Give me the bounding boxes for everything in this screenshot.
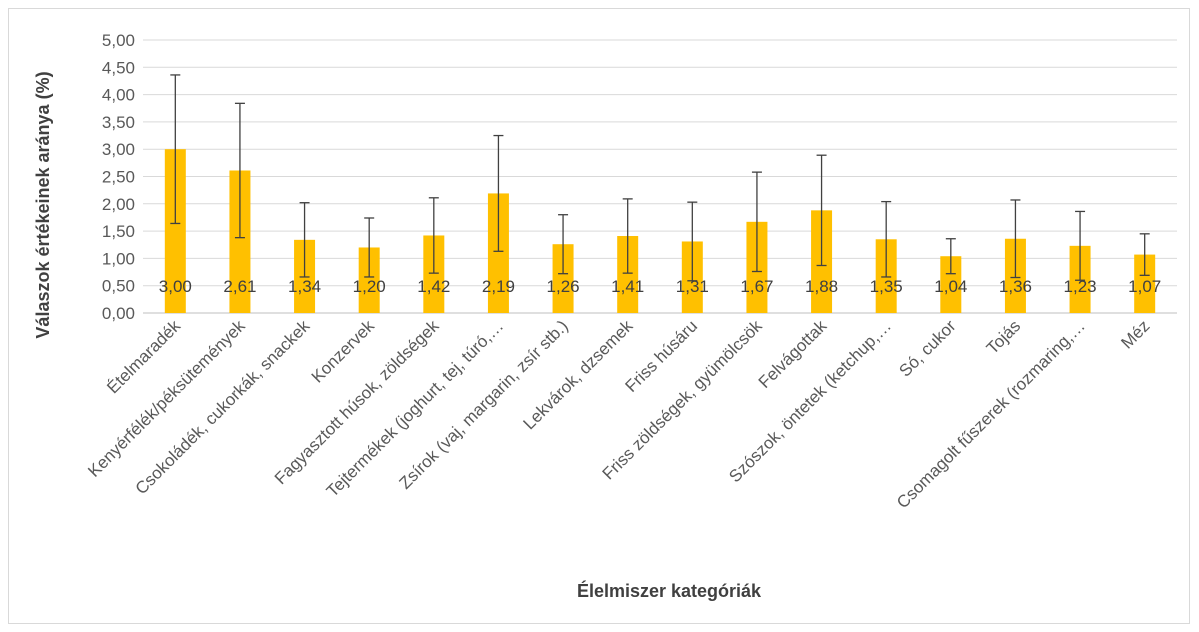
chart-area: 3,00 2,61 1,34 1,20 1,42 2,19 1,26 1,41 1,31 1,67…	[8, 8, 1190, 624]
data-label: 1,26	[547, 277, 580, 296]
data-label: 1,67	[740, 277, 773, 296]
data-label: 1,34	[288, 277, 321, 296]
y-tick-label: 4,50	[102, 58, 135, 77]
data-label: 1,35	[870, 277, 903, 296]
y-tick-label: 0,00	[102, 304, 135, 323]
bar	[487, 193, 509, 313]
y-tick-label: 2,00	[102, 195, 135, 214]
data-label: 1,23	[1064, 277, 1097, 296]
data-label: 1,04	[934, 277, 967, 296]
y-tick-label: 2,50	[102, 168, 135, 187]
x-category-label: Tojás	[983, 316, 1024, 357]
y-tick-label: 5,00	[102, 31, 135, 50]
bar-chart: 3,00 2,61 1,34 1,20 1,42 2,19 1,26 1,41 1,31 1,67…	[33, 31, 1177, 601]
data-label: 2,61	[223, 277, 256, 296]
data-label: 1,36	[999, 277, 1032, 296]
data-label: 1,42	[417, 277, 450, 296]
x-category-label: Só, cukor	[895, 316, 959, 380]
y-tick-label: 1,00	[102, 249, 135, 268]
bar	[1134, 254, 1156, 313]
data-labels: 3,00 2,61 1,34 1,20 1,42 2,19 1,26 1,41 1,31 1,67…	[159, 277, 1161, 296]
bar	[423, 235, 445, 313]
y-tick-label: 4,00	[102, 86, 135, 105]
y-tick-label: 3,50	[102, 113, 135, 132]
bar	[552, 244, 574, 313]
data-label: 1,20	[353, 277, 386, 296]
y-axis-title: Válaszok értékeinek aránya (%)	[33, 71, 53, 338]
y-tick-label: 3,00	[102, 140, 135, 159]
error-bars	[170, 74, 1150, 282]
data-label: 2,19	[482, 277, 515, 296]
data-label: 3,00	[159, 277, 192, 296]
data-label: 1,41	[611, 277, 644, 296]
data-label: 1,07	[1128, 277, 1161, 296]
bar	[229, 170, 251, 313]
bar	[358, 247, 380, 313]
y-tick-label: 0,50	[102, 277, 135, 296]
x-category-label: Lekvárok, dzsemek	[520, 316, 637, 433]
data-label: 1,88	[805, 277, 838, 296]
data-label: 1,31	[676, 277, 709, 296]
gridlines	[143, 39, 1177, 314]
x-axis-title: Élelmiszer kategóriák	[577, 580, 762, 601]
x-category-label: Méz	[1117, 316, 1153, 352]
bar	[940, 256, 962, 313]
x-category-labels: ÉtelmaradékKenyérfélék/péksüteményekCsok…	[84, 316, 1153, 512]
bar	[164, 149, 186, 313]
y-tick-label: 1,50	[102, 222, 135, 241]
x-category-label: Konzervek	[308, 316, 379, 387]
y-tick-labels: 0,00 0,50 1,00 1,50 2,00 2,50 3,00 3,50 4,00 4,50…	[102, 31, 135, 323]
bar	[617, 236, 639, 313]
